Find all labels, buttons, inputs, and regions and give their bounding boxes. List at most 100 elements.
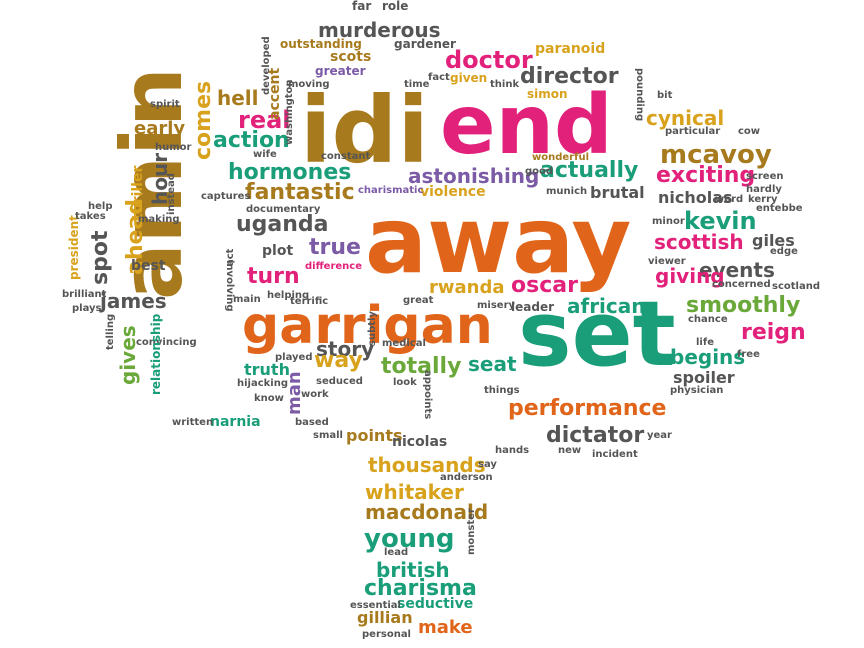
word-seduced: seduced (316, 376, 363, 387)
word-mcavoy: mcavoy (660, 140, 772, 170)
word-young: young (364, 524, 455, 554)
word-wife: wife (253, 149, 277, 160)
word-fact: fact (428, 72, 450, 83)
word-dictator: dictator (546, 423, 645, 448)
word-uganda: uganda (236, 212, 329, 237)
word-whitaker: whitaker (365, 480, 464, 504)
word-performance: performance (508, 396, 667, 421)
word-lead: lead (384, 547, 409, 558)
word-gillian: gillian (357, 608, 413, 627)
word-making: making (138, 214, 180, 225)
word-constant: constant (321, 151, 371, 162)
word-telling: telling (105, 313, 116, 350)
word-james: james (100, 289, 167, 313)
word-developed: developed (261, 36, 272, 95)
word-bit: bit (657, 90, 673, 101)
word-charismatic: charismatic (358, 185, 424, 196)
word-gardener: gardener (394, 37, 456, 51)
word-based: based (295, 417, 329, 428)
word-humor: humor (155, 142, 192, 153)
word-early: early (134, 118, 186, 139)
word-totally: totally (381, 354, 462, 379)
word-murderous: murderous (318, 18, 441, 42)
word-misery: misery (477, 300, 516, 311)
word-end: end (440, 78, 613, 173)
word-brilliant: brilliant (62, 289, 107, 300)
word-actually: actually (540, 158, 639, 183)
word-look: look (393, 377, 417, 388)
word-anderson: anderson (440, 472, 493, 483)
word-role: role (382, 0, 409, 13)
word-action: action (213, 128, 290, 153)
word-story: story (316, 337, 375, 361)
word-written: written (172, 417, 214, 428)
word-nicholas: nicholas (658, 188, 733, 207)
word-set: set (518, 282, 676, 387)
word-particular: particular (665, 126, 721, 137)
word-incident: incident (592, 449, 638, 460)
word-simon: simon (527, 87, 568, 101)
word-moving: moving (288, 79, 330, 90)
word-turn: turn (247, 264, 300, 289)
word-terrific: terrific (290, 296, 329, 307)
word-given: given (450, 71, 488, 85)
word-real: real (238, 106, 291, 134)
word-director: director (520, 64, 619, 89)
word-hormones: hormones (228, 160, 352, 185)
word-life: life (696, 337, 714, 348)
word-make: make (418, 617, 473, 638)
word-comes: comes (191, 80, 216, 160)
word-work: work (301, 389, 329, 400)
word-african: african (567, 294, 646, 318)
word-main: main (233, 294, 261, 305)
word-monster: monster (466, 508, 477, 555)
word-reign: reign (741, 320, 806, 345)
word-nicolas: nicolas (392, 434, 448, 450)
word-screen: screen (746, 171, 784, 182)
word-spoiler: spoiler (673, 368, 735, 387)
word-truth: truth (244, 360, 290, 379)
word-leader: leader (511, 300, 554, 314)
word-doctor: doctor (445, 46, 533, 74)
word-captures: captures (201, 191, 251, 202)
word-entebbe: entebbe (756, 203, 803, 214)
word-seductive: seductive (397, 596, 474, 612)
word-plot: plot (262, 243, 294, 259)
word-smoothly: smoothly (686, 293, 801, 318)
word-things: things (484, 385, 520, 396)
word-scots: scots (330, 49, 372, 65)
word-viewer: viewer (648, 256, 686, 267)
word-personal: personal (362, 629, 411, 640)
word-hands: hands (495, 445, 530, 456)
word-played: played (275, 352, 313, 363)
word-kerry: kerry (748, 194, 778, 205)
word-garrigan: garrigan (242, 296, 493, 356)
word-munich: munich (546, 186, 588, 197)
word-small: small (313, 430, 343, 441)
word-charisma: charisma (364, 576, 477, 601)
word-hardly: hardly (746, 184, 782, 195)
word-far: far (352, 0, 372, 13)
word-points: points (346, 426, 403, 445)
word-paranoid: paranoid (535, 41, 606, 57)
word-spirit: spirit (150, 99, 180, 110)
word-cow: cow (738, 126, 761, 137)
word-chance: chance (688, 314, 728, 325)
word-new: new (558, 445, 582, 456)
word-seat: seat (468, 352, 517, 376)
word-relationship: relationship (149, 313, 163, 395)
word-word: word (715, 194, 744, 205)
word-narnia: narnia (210, 414, 261, 430)
word-macdonald: macdonald (365, 500, 489, 524)
word-greater: greater (315, 64, 366, 78)
word-year: year (647, 430, 672, 441)
word-violence: violence (420, 184, 486, 200)
word-kevin: kevin (684, 207, 757, 235)
word-spot: spot (88, 230, 113, 285)
word-begins: begins (670, 345, 746, 369)
word-medical: medical (382, 338, 426, 349)
word-difference: difference (305, 261, 363, 272)
word-giving: giving (655, 264, 725, 288)
word-good: good (525, 166, 554, 177)
